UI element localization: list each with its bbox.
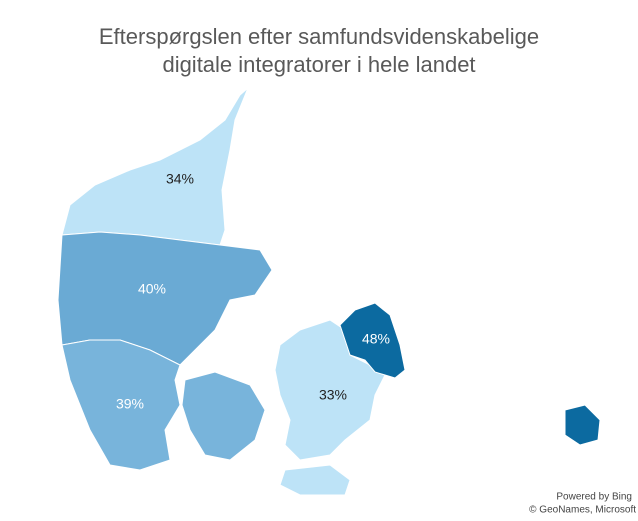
region	[339, 302, 601, 446]
attribution: © GeoNames, Microsoft	[529, 505, 636, 516]
value-label: 48%	[362, 331, 390, 347]
value-label: 40%	[138, 281, 166, 297]
chart-title: digitale integratorer i hele landet	[162, 52, 475, 77]
region	[274, 319, 386, 496]
value-label: 33%	[319, 387, 347, 403]
value-label: 34%	[166, 171, 194, 187]
attribution: Powered by Bing	[556, 492, 632, 503]
chart-title: Efterspørgslen efter samfundsvidenskabel…	[99, 24, 539, 49]
region	[61, 339, 266, 471]
value-label: 39%	[116, 396, 144, 412]
